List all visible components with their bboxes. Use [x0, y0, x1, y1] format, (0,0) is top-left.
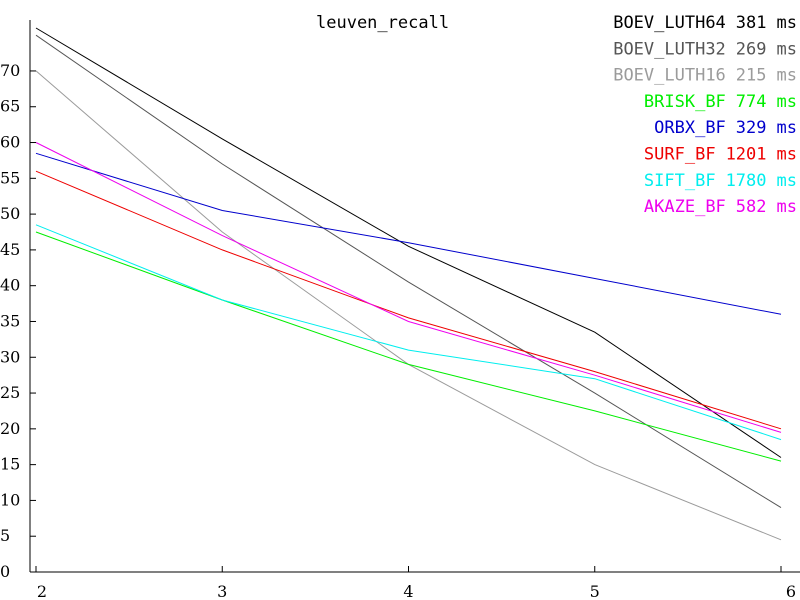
y-tick-label: 50 [0, 204, 20, 223]
legend-entry-brisk-bf: BRISK_BF 774 ms [644, 92, 797, 112]
y-tick-label: 20 [0, 419, 20, 438]
legend-series-unit: ms [777, 39, 797, 59]
series-line-boev-luth16 [35, 70, 782, 541]
legend-series-name: SIFT_BF [644, 171, 716, 191]
series-line-boev-luth32 [35, 34, 782, 509]
legend-series-unit: ms [777, 197, 797, 217]
legend-series-name: BOEV_LUTH32 [613, 39, 726, 59]
legend-entry-sift-bf: SIFT_BF 1780 ms [644, 171, 797, 191]
legend-entry-akaze-bf: AKAZE_BF 582 ms [644, 197, 797, 217]
series-line-akaze-bf [35, 142, 782, 433]
legend-series-unit: ms [777, 145, 797, 165]
y-tick-label: 40 [0, 276, 20, 295]
y-tick-label: 35 [0, 311, 20, 330]
legend-entry-boev-luth64: BOEV_LUTH64 381 ms [613, 13, 797, 33]
series-line-surf-bf [35, 170, 782, 430]
chart-title: leuven_recall [316, 13, 449, 33]
y-tick-label: 5 [0, 526, 10, 545]
legend-series-name: BOEV_LUTH16 [613, 66, 726, 86]
x-tick-label: 2 [37, 582, 47, 600]
legend-entry-orbx-bf: ORBX_BF 329 ms [654, 118, 797, 138]
series-layer [35, 27, 782, 541]
y-tick-label: 45 [0, 240, 20, 259]
legend-entry-surf-bf: SURF_BF 1201 ms [644, 145, 797, 165]
x-tick-label: 3 [217, 582, 227, 600]
legend-series-name: ORBX_BF [654, 118, 726, 138]
legend-series-name: BRISK_BF [644, 92, 726, 112]
legend-series-time: 1780 [726, 171, 767, 191]
series-line-boev-luth64 [35, 27, 782, 458]
legend-series-unit: ms [777, 171, 797, 191]
y-tick-label: 55 [0, 168, 20, 187]
y-tick-label: 0 [0, 562, 10, 581]
legend-series-time: 1201 [726, 145, 767, 165]
legend-series-time: 329 [736, 118, 767, 138]
series-line-brisk-bf [35, 231, 782, 462]
legend-series-unit: ms [777, 92, 797, 112]
legend-series-time: 582 [736, 197, 767, 217]
legend-series-unit: ms [777, 66, 797, 86]
x-tick-label: 5 [590, 582, 600, 600]
legend-series-name: SURF_BF [644, 145, 716, 165]
legend-entry-boev-luth16: BOEV_LUTH16 215 ms [613, 66, 797, 86]
legend-series-time: 774 [736, 92, 767, 112]
y-tick-label: 70 [0, 61, 20, 80]
legend-entry-boev-luth32: BOEV_LUTH32 269 ms [613, 39, 797, 59]
legend-series-unit: ms [777, 13, 797, 33]
legend-series-time: 381 [736, 13, 767, 33]
legend-series-time: 215 [736, 66, 767, 86]
x-tick-label: 6 [786, 582, 796, 600]
legend-series-name: AKAZE_BF [644, 197, 726, 217]
y-tick-label: 30 [0, 347, 20, 366]
series-line-orbx-bf [35, 152, 782, 315]
y-tick-label: 60 [0, 133, 20, 152]
series-line-sift-bf [35, 224, 782, 441]
x-tick-label: 4 [403, 582, 413, 600]
legend-series-unit: ms [777, 118, 797, 138]
y-tick-label: 25 [0, 383, 20, 402]
y-tick-label: 15 [0, 455, 20, 474]
legend-series-name: BOEV_LUTH64 [613, 13, 726, 33]
y-tick-label: 10 [0, 490, 20, 509]
legend-series-time: 269 [736, 39, 767, 59]
y-tick-label: 65 [0, 97, 20, 116]
